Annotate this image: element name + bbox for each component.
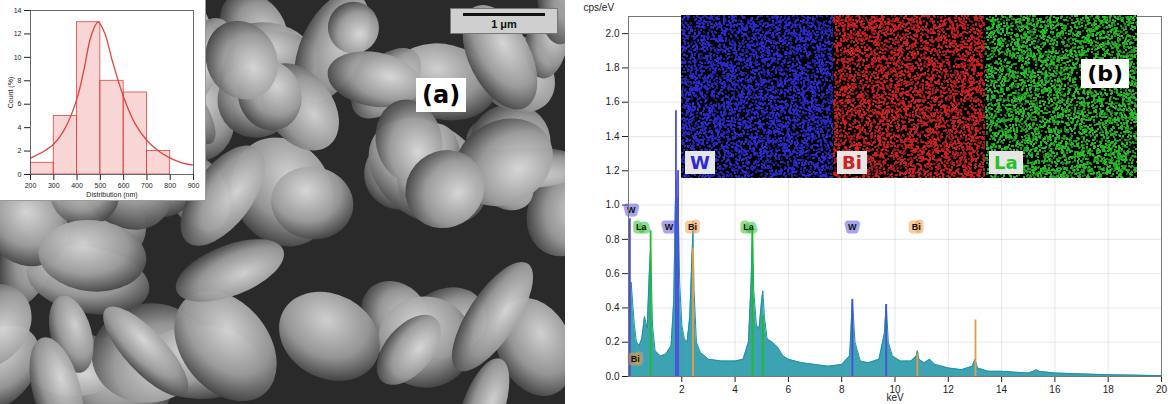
svg-text:12: 12 bbox=[14, 30, 22, 37]
html-text:Bi: Bi bbox=[842, 152, 862, 173]
svg-text:14: 14 bbox=[14, 7, 22, 14]
svg-text:Count (%): Count (%) bbox=[7, 77, 15, 109]
svg-text:12: 12 bbox=[943, 384, 955, 395]
svg-text:1.8: 1.8 bbox=[606, 62, 620, 73]
svg-text:1.2: 1.2 bbox=[606, 165, 620, 176]
svg-text:W: W bbox=[848, 222, 857, 232]
svg-text:0: 0 bbox=[18, 171, 22, 178]
svg-text:4: 4 bbox=[732, 384, 738, 395]
svg-text:0.8: 0.8 bbox=[606, 234, 620, 245]
svg-text:4: 4 bbox=[18, 124, 22, 131]
svg-text:8: 8 bbox=[18, 77, 22, 84]
svg-text:Bi: Bi bbox=[912, 222, 921, 232]
svg-text:400: 400 bbox=[71, 182, 83, 189]
svg-text:700: 700 bbox=[141, 182, 153, 189]
svg-text:300: 300 bbox=[48, 182, 60, 189]
html-text:W: W bbox=[690, 152, 710, 173]
html-text:1 μm: 1 μm bbox=[491, 18, 517, 30]
svg-text:0.2: 0.2 bbox=[606, 336, 620, 347]
svg-text:18: 18 bbox=[1103, 384, 1115, 395]
svg-text:500: 500 bbox=[95, 182, 107, 189]
svg-text:1.6: 1.6 bbox=[606, 96, 620, 107]
svg-text:0.4: 0.4 bbox=[606, 302, 620, 313]
svg-text:La: La bbox=[636, 222, 647, 232]
svg-text:1.4: 1.4 bbox=[606, 131, 620, 142]
svg-text:0.6: 0.6 bbox=[606, 268, 620, 279]
svg-text:keV: keV bbox=[886, 392, 904, 403]
svg-text:8: 8 bbox=[839, 384, 845, 395]
svg-text:2: 2 bbox=[679, 384, 685, 395]
svg-text:0.0: 0.0 bbox=[606, 371, 620, 382]
svg-text:W: W bbox=[665, 222, 674, 232]
svg-text:La: La bbox=[743, 222, 754, 232]
svg-text:20: 20 bbox=[1156, 384, 1168, 395]
svg-text:cps/eV: cps/eV bbox=[584, 2, 615, 13]
svg-text:800: 800 bbox=[164, 182, 176, 189]
svg-text:600: 600 bbox=[118, 182, 130, 189]
html-text:La: La bbox=[994, 152, 1018, 173]
svg-text:200: 200 bbox=[25, 182, 37, 189]
svg-text:6: 6 bbox=[786, 384, 792, 395]
svg-text:10: 10 bbox=[889, 383, 901, 395]
svg-text:2.0: 2.0 bbox=[606, 28, 620, 39]
svg-text:10: 10 bbox=[14, 54, 22, 61]
svg-text:14: 14 bbox=[996, 384, 1008, 395]
svg-text:6: 6 bbox=[18, 100, 22, 107]
svg-text:Bi: Bi bbox=[688, 222, 697, 232]
svg-text:1.0: 1.0 bbox=[606, 199, 620, 210]
svg-text:Bi: Bi bbox=[631, 354, 640, 364]
svg-text:W: W bbox=[626, 205, 636, 216]
svg-text:Distribution (nm): Distribution (nm) bbox=[86, 191, 137, 199]
html-text:(b): (b) bbox=[1087, 61, 1123, 86]
svg-text:900: 900 bbox=[188, 182, 200, 189]
svg-text:16: 16 bbox=[1049, 384, 1061, 395]
svg-text:2: 2 bbox=[18, 147, 22, 154]
html-text:(a): (a) bbox=[422, 81, 461, 109]
